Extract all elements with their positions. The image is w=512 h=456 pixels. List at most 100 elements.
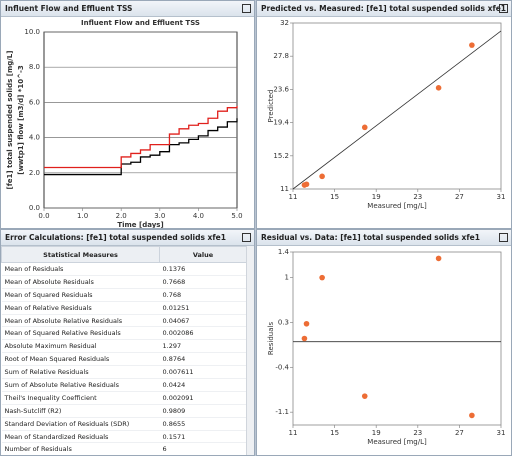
table-cell: 0.9809 [159,404,247,418]
x-tick-label: 19 [372,193,381,201]
panel-header: Residual vs. Data: [fe1] total suspended… [257,230,511,246]
y-tick-label: 6.0 [29,98,40,106]
panel: 0.0 2.0 4.0 6.0 8.0 10.0 0.0 1.0 2.0 3.0 4.0 5.0 Tim… [0,0,255,229]
table-cell: Sum of Relative Residuals [1,365,160,380]
expand-button[interactable] [499,4,508,13]
x-tick-label: 15 [330,429,339,437]
x-axis-label: Measured [mg/L] [367,202,427,210]
table-cell: 6 [159,442,247,455]
identity-line [292,30,502,190]
y-tick-label: -1.1 [275,408,289,416]
panel-title: Residual vs. Data: [fe1] total suspended… [261,233,480,242]
stats-table: Statistical Measures Value Mean of Residua… [1,246,247,455]
panel-title: Influent Flow and Effluent TSS [5,4,133,13]
panel-header: Predicted vs. Measured: [fe1] total susp… [257,1,511,17]
table-cell: 0.8655 [159,417,247,431]
table-cell: Mean of Absolute Residuals [1,275,160,289]
y-tick-label: 2.0 [29,169,40,177]
data-point [469,42,475,48]
table-row[interactable]: Standard Deviation of Residuals (SDR) 0.8… [1,417,247,431]
x-tick-label: 5.0 [231,212,242,220]
data-point [319,173,325,180]
table-row[interactable]: Mean of Standardized Residuals 0.1571 [1,430,247,444]
y-tick-label: -0.4 [275,363,289,371]
table-row[interactable]: Mean of Absolute Relative Residuals 0.040… [1,314,247,328]
y-tick-label: 27.8 [273,52,289,60]
table-cell: Mean of Absolute Relative Residuals [1,314,160,328]
table-row[interactable]: Mean of Squared Relative Residuals 0.0020… [1,326,247,341]
table-cell: 0.002091 [159,391,247,405]
panel: Error Calculations: [fe1] total suspende… [0,229,255,456]
table-cell: Nash-Sutcliff (R2) [1,404,160,418]
data-point [303,320,310,327]
table-row[interactable]: Mean of Residuals 0.1376 [1,262,247,276]
y-tick-label: 10.0 [24,28,40,36]
data-line [44,105,238,169]
y-tick-label: 0.3 [278,318,289,326]
table-cell: Sum of Absolute Relative Residuals [1,378,160,392]
y-axis-label: [wwtp1] flow [m3/d] *10^-3 [17,65,25,175]
x-tick-label: 15 [330,193,339,201]
y-tick-label: 8.0 [29,63,40,71]
table-row[interactable]: Nash-Sutcliff (R2) 0.9809 [1,404,247,418]
header-row: Statistical Measures Value [1,246,247,263]
expand-button[interactable] [242,4,251,13]
table-cell: 0.04067 [159,314,247,328]
table-row[interactable]: Sum of Relative Residuals 0.007611 [1,365,247,380]
y-tick-label: 1.4 [278,248,290,256]
table-cell: 0.1571 [159,430,247,444]
panel: 11 15.2 19.4 23.6 27.8 32 11 15 19 23 27 31 Measured… [256,0,512,229]
y-tick-label: 19.4 [273,119,289,127]
plot-title: Influent Flow and Effluent TSS [81,19,200,27]
y-tick-label: 1 [285,274,289,282]
data-point [301,335,308,342]
column-header: Value [159,246,247,263]
panel-header: Influent Flow and Effluent TSS [1,1,254,17]
table-cell: 0.002086 [159,326,247,341]
table-row[interactable]: Root of Mean Squared Residuals 0.8764 [1,352,247,367]
table-cell: Absolute Maximum Residual [1,339,160,354]
data-point [361,393,368,399]
y-tick-label: 15.2 [273,152,289,160]
y-axis-label: Residuals [267,322,275,356]
panel-title: Error Calculations: [fe1] total suspende… [5,233,226,242]
expand-button[interactable] [499,233,508,242]
table-row[interactable]: Sum of Absolute Relative Residuals 0.0424 [1,378,247,392]
x-tick-label: 2.0 [116,212,127,220]
table-row[interactable]: Mean of Squared Residuals 0.768 [1,288,247,302]
table-cell: Mean of Relative Residuals [1,301,160,315]
expand-button[interactable] [242,233,251,242]
data-line [44,118,238,176]
x-tick-label: 19 [372,429,381,437]
chart: 0.0 2.0 4.0 6.0 8.0 10.0 0.0 1.0 2.0 3.0 4.0 5.0 Tim… [6,19,243,228]
table-row[interactable]: Number of Residuals 6 [1,442,247,455]
x-tick-label: 31 [497,429,506,437]
table-cell: 0.01251 [159,301,247,315]
table-row[interactable]: Mean of Absolute Residuals 0.7668 [1,275,247,289]
table-row[interactable]: Absolute Maximum Residual 1.297 [1,339,247,354]
data-point [435,255,442,262]
x-axis-label: Measured [mg/L] [367,438,427,446]
data-point [319,274,325,281]
x-tick-label: 27 [455,429,464,437]
scrollbar[interactable] [246,246,254,455]
y-tick-label: 23.6 [273,85,289,93]
data-point [361,124,368,131]
x-tick-label: 23 [413,193,422,201]
panel-header: Error Calculations: [fe1] total suspende… [1,230,254,246]
table-row[interactable]: Mean of Relative Residuals 0.01251 [1,301,247,315]
table-row[interactable]: Theil's Inequality Coefficient 0.002091 [1,391,247,405]
table-cell: Standard Deviation of Residuals (SDR) [1,417,160,431]
x-tick-label: 4.0 [193,212,204,220]
y-tick-label: 11 [280,185,289,193]
x-tick-label: 0.0 [38,212,49,220]
data-point [303,181,310,188]
data-point [469,412,475,419]
x-tick-label: 11 [289,429,298,437]
table-cell: Root of Mean Squared Residuals [1,352,160,367]
y-tick-label: 0.0 [29,204,40,212]
chart: 11 15.2 19.4 23.6 27.8 32 11 15 19 23 27 31 Measured… [267,19,505,210]
x-tick-label: 1.0 [77,212,88,220]
y-axis-label: Predicted [267,90,275,123]
